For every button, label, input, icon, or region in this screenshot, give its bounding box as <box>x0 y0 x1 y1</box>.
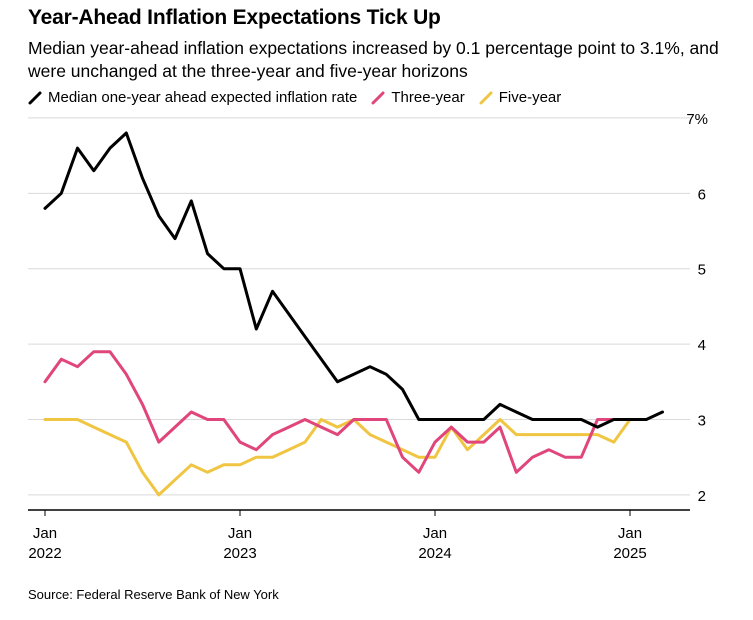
legend-swatch-one-year <box>28 91 42 104</box>
x-tick-month-2025: Jan <box>618 525 642 542</box>
x-tick-year-2024: 2024 <box>418 545 451 562</box>
y-tick-label-2: 2 <box>698 488 706 505</box>
legend-swatch-five-year <box>479 91 493 104</box>
legend-label-one-year: Median one-year ahead expected inflation… <box>48 89 358 106</box>
legend-swatch-three-year <box>371 91 385 104</box>
y-tick-label-5: 5 <box>698 262 706 279</box>
x-tick-month-2022: Jan <box>33 525 57 542</box>
legend-label-three-year: Three-year <box>391 89 465 106</box>
x-tick-year-2023: 2023 <box>223 545 256 562</box>
y-tick-label-4: 4 <box>698 337 706 354</box>
y-tick-label-7: 7% <box>686 111 708 128</box>
legend-item-one-year: Median one-year ahead expected inflation… <box>28 89 357 106</box>
chart-subtitle: Median year-ahead inflation expectations… <box>28 38 719 81</box>
x-tick-year-2022: 2022 <box>28 545 61 562</box>
y-tick-label-3: 3 <box>698 413 706 430</box>
source-note: Source: Federal Reserve Bank of New York <box>28 587 279 602</box>
chart-title: Year-Ahead Inflation Expectations Tick U… <box>28 6 441 29</box>
series-line-three-year <box>43 350 632 474</box>
x-tick-month-2023: Jan <box>228 525 252 542</box>
legend-item-three-year: Three-year <box>371 89 465 106</box>
x-tick-year-2025: 2025 <box>613 545 646 562</box>
legend-label-five-year: Five-year <box>498 89 562 106</box>
legend-item-five-year: Five-year <box>479 89 562 106</box>
series-line-five-year <box>43 418 648 497</box>
series-line-one-year <box>43 131 664 429</box>
x-tick-month-2024: Jan <box>423 525 447 542</box>
chart-legend: Median one-year ahead expected inflation… <box>28 89 575 106</box>
y-tick-label-6: 6 <box>698 186 706 203</box>
